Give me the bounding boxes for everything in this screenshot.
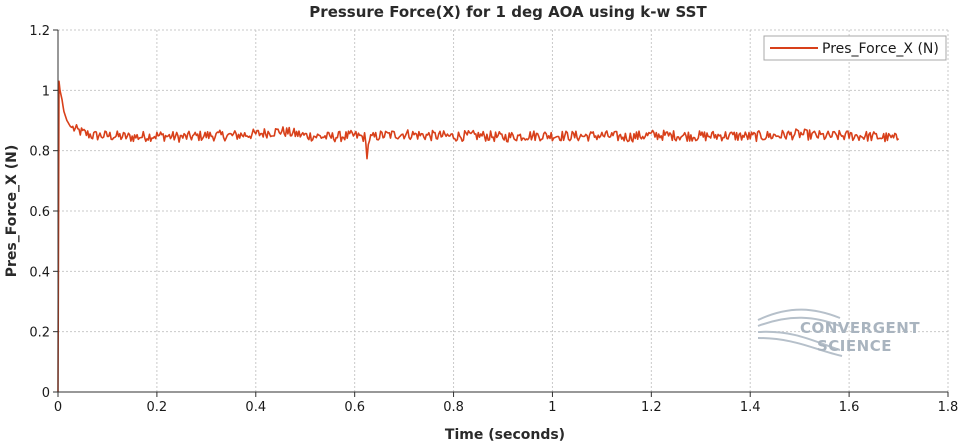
x-tick-label: 1.8: [938, 400, 959, 415]
logo-swoosh-4: [757, 337, 843, 357]
x-ticks: 0 0.2 0.4 0.6 0.8 1 1.2 1.4 1.6 1.8: [54, 392, 958, 415]
logo-swoosh-2: [757, 316, 841, 327]
y-tick-label: 0.4: [29, 265, 50, 280]
y-tick-label: 0.6: [29, 205, 50, 220]
y-tick-label: 1.2: [29, 24, 50, 39]
x-tick-label: 1.2: [641, 400, 662, 415]
logo-text-line1: CONVERGENT: [800, 319, 920, 337]
series-line-pres-force-x: [57, 80, 900, 393]
series-layer: [57, 80, 900, 393]
x-tick-label: 1: [548, 400, 556, 415]
logo-swoosh-1: [757, 308, 841, 321]
x-tick-label: 0.6: [344, 400, 365, 415]
grid: [58, 29, 949, 392]
y-tick-label: 1: [42, 84, 50, 99]
x-tick-label: 0.8: [443, 400, 464, 415]
x-tick-label: 0.4: [245, 400, 266, 415]
x-tick-label: 0: [54, 400, 62, 415]
y-axis-label: Pres_Force_X (N): [4, 145, 20, 278]
chart-title: Pressure Force(X) for 1 deg AOA using k-…: [309, 3, 707, 21]
x-tick-label: 1.4: [740, 400, 761, 415]
x-tick-label: 0.2: [147, 400, 168, 415]
y-tick-label: 0.2: [29, 326, 50, 341]
legend-label-pres-force-x: Pres_Force_X (N): [822, 41, 939, 57]
legend: Pres_Force_X (N): [763, 35, 947, 61]
logo-text-line2: SCIENCE: [817, 337, 892, 355]
y-tick-label: 0.8: [29, 145, 50, 160]
convergent-science-logo: CONVERGENT SCIENCE: [757, 308, 920, 357]
x-axis-label: Time (seconds): [445, 427, 565, 443]
x-tick-label: 1.6: [839, 400, 860, 415]
y-tick-label: 0: [42, 386, 50, 401]
y-ticks: 0 0.2 0.4 0.6 0.8 1 1.2: [29, 24, 58, 401]
logo-swoosh-3: [757, 330, 841, 351]
